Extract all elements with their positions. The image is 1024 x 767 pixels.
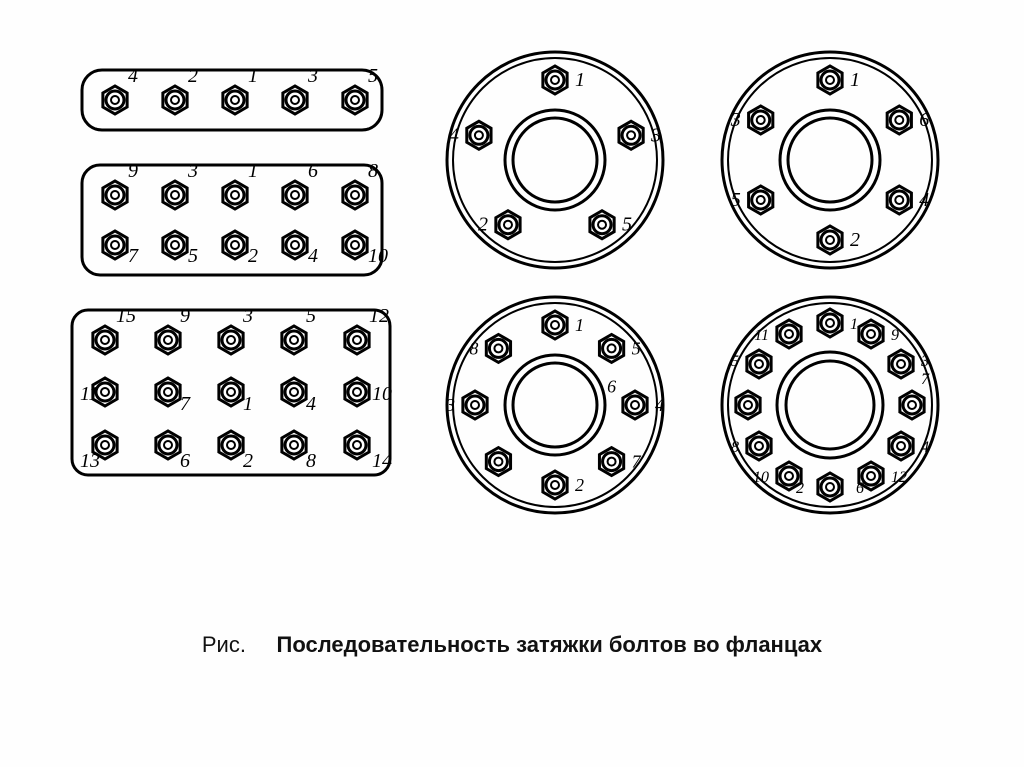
svg-text:4: 4 (308, 245, 318, 267)
svg-text:4: 4 (919, 189, 929, 211)
svg-text:5: 5 (731, 189, 741, 211)
svg-text:3: 3 (445, 395, 455, 415)
figure-caption: Рис. Последовательность затяжки болтов в… (0, 632, 1024, 658)
svg-text:5: 5 (622, 214, 632, 236)
svg-text:7: 7 (632, 452, 642, 472)
bolt-sequence-diagram: 4213593168752410159351211714101362814135… (0, 0, 1024, 600)
caption-text: Последовательность затяжки болтов во фла… (277, 632, 823, 657)
svg-text:1: 1 (248, 160, 258, 182)
svg-text:14: 14 (372, 450, 392, 472)
svg-text:1: 1 (575, 315, 584, 335)
svg-text:15: 15 (116, 305, 136, 327)
svg-text:8: 8 (469, 338, 478, 358)
svg-text:3: 3 (730, 109, 741, 131)
svg-text:4: 4 (449, 124, 459, 146)
svg-text:12: 12 (369, 305, 389, 327)
svg-text:4: 4 (655, 395, 664, 415)
svg-text:2: 2 (850, 229, 860, 251)
svg-text:6: 6 (607, 376, 616, 396)
svg-text:4: 4 (921, 439, 929, 456)
svg-text:6: 6 (919, 109, 929, 131)
page: { "caption": { "prefix": "Рис.", "text":… (0, 0, 1024, 767)
svg-text:10: 10 (753, 469, 769, 486)
svg-text:5: 5 (188, 245, 198, 267)
svg-text:5: 5 (368, 65, 378, 87)
svg-text:9: 9 (128, 160, 138, 182)
svg-text:8: 8 (306, 450, 316, 472)
svg-text:3: 3 (650, 124, 661, 146)
flange-rect5: 4 2 1 3 5 (82, 65, 382, 130)
svg-text:7: 7 (180, 393, 191, 415)
svg-text:2: 2 (478, 214, 488, 236)
svg-text:6: 6 (856, 480, 864, 497)
svg-text:4: 4 (306, 393, 316, 415)
flange-circ8: 1 56 4 7 2 3 8 (445, 297, 664, 513)
svg-text:7: 7 (128, 245, 139, 267)
svg-text:4: 4 (128, 65, 138, 87)
svg-text:2: 2 (188, 65, 198, 87)
svg-text:1: 1 (575, 69, 585, 91)
svg-text:10: 10 (372, 383, 392, 405)
svg-text:7: 7 (921, 371, 930, 388)
svg-text:5: 5 (632, 338, 641, 358)
caption-prefix: Рис. (202, 632, 246, 657)
flange-rect10: 9 3 1 6 8 7 5 2 4 10 (82, 160, 388, 275)
svg-text:3: 3 (187, 160, 198, 182)
svg-text:8: 8 (731, 439, 739, 456)
svg-text:5: 5 (306, 305, 316, 327)
svg-text:1: 1 (248, 65, 258, 87)
flange-rect15: 159351211714101362814 (72, 305, 392, 475)
svg-text:2: 2 (575, 475, 584, 495)
svg-text:3: 3 (307, 65, 318, 87)
flange-circ5: 1 3 5 2 4 (447, 52, 663, 268)
svg-text:3: 3 (242, 305, 253, 327)
svg-text:11: 11 (754, 327, 769, 344)
svg-text:13: 13 (80, 450, 100, 472)
svg-text:2: 2 (796, 480, 804, 497)
svg-text:6: 6 (308, 160, 318, 182)
svg-text:12: 12 (891, 469, 907, 486)
svg-text:6: 6 (180, 450, 190, 472)
svg-text:2: 2 (248, 245, 258, 267)
svg-text:10: 10 (368, 245, 388, 267)
flange-circ12: 1 9 37 4 12 6 2 10 8 5 11 (722, 297, 938, 513)
svg-text:11: 11 (80, 383, 99, 405)
svg-text:8: 8 (368, 160, 378, 182)
flange-circ6: 1 6 4 2 5 3 (722, 52, 938, 268)
svg-text:3: 3 (920, 353, 929, 370)
svg-text:2: 2 (243, 450, 253, 472)
svg-text:9: 9 (180, 305, 190, 327)
svg-text:5: 5 (731, 353, 739, 370)
svg-text:1: 1 (243, 393, 253, 415)
svg-text:1: 1 (850, 69, 860, 91)
svg-text:9: 9 (891, 327, 899, 344)
svg-text:1: 1 (850, 316, 858, 333)
